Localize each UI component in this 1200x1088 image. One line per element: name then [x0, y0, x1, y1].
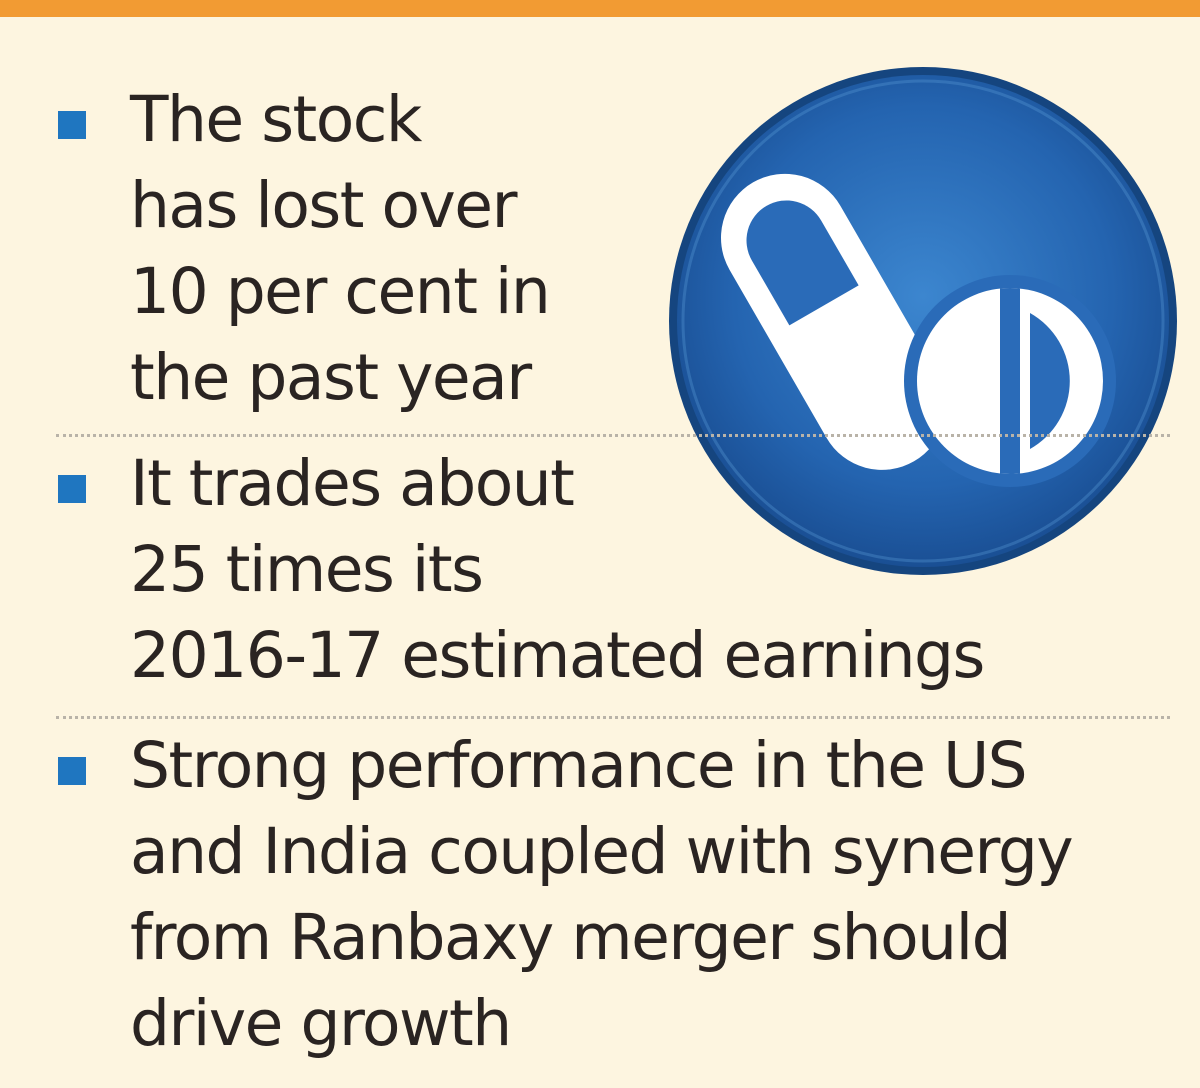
- point-2-line-3: 2016-17 estimated earnings: [130, 619, 985, 692]
- point-1-line-2: has lost over: [130, 169, 517, 242]
- bullet-marker-1: [58, 111, 86, 139]
- bullet-marker-2: [58, 475, 86, 503]
- divider-2: [56, 716, 1170, 719]
- point-1-text: The stock has lost over 10 per cent in t…: [130, 77, 551, 421]
- divider-1: [56, 434, 1170, 437]
- point-2-line-2: 25 times its: [130, 533, 484, 606]
- medicine-pill-tablet-icon: [669, 67, 1177, 575]
- point-3-line-2: and India coupled with synergy: [130, 815, 1074, 888]
- bullet-marker-3: [58, 757, 86, 785]
- point-2-text: It trades about 25 times its 2016-17 est…: [130, 441, 985, 699]
- point-3-line-4: drive growth: [130, 987, 512, 1060]
- point-1-line-3: 10 per cent in: [130, 255, 551, 328]
- point-1-line-1: The stock: [130, 83, 422, 156]
- point-2-line-1: It trades about: [130, 447, 575, 520]
- point-1-line-4: the past year: [130, 341, 532, 414]
- point-3-line-1: Strong performance in the US: [130, 729, 1028, 802]
- point-3-text: Strong performance in the US and India c…: [130, 723, 1074, 1067]
- point-3-line-3: from Ranbaxy merger should: [130, 901, 1012, 974]
- top-accent-bar: [0, 0, 1200, 17]
